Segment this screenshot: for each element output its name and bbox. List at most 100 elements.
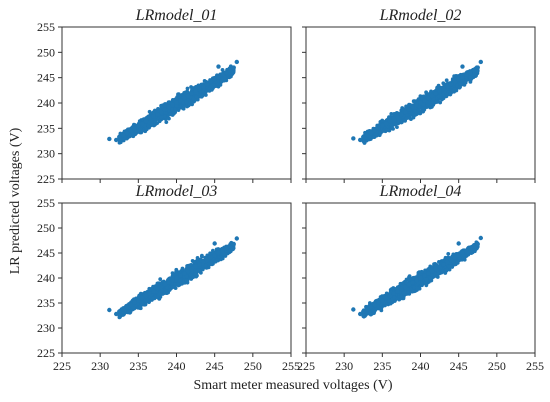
- y-tick-label: 235: [37, 121, 55, 135]
- x-tick-label: 250: [244, 359, 262, 373]
- scatter-point: [144, 126, 149, 131]
- scatter-point: [155, 281, 160, 286]
- scatter-point: [414, 102, 419, 108]
- scatter-point: [219, 79, 224, 84]
- scatter-point: [159, 284, 164, 290]
- scatter-point: [410, 104, 416, 110]
- scatter-point: [128, 302, 133, 308]
- scatter-point: [177, 94, 182, 99]
- scatter-point: [421, 102, 426, 107]
- scatter-point: [231, 65, 236, 70]
- scatter-point: [147, 109, 152, 114]
- scatter-point: [185, 268, 191, 274]
- scatter-point: [178, 278, 182, 283]
- scatter-point: [170, 102, 175, 108]
- scatter-point: [162, 107, 168, 112]
- scatter-point: [351, 136, 356, 141]
- scatter-point: [124, 130, 130, 136]
- scatter-point: [471, 67, 477, 73]
- scatter-point: [159, 115, 164, 120]
- scatter-point: [413, 109, 418, 113]
- x-tick-label: 230: [91, 359, 109, 373]
- x-tick-label: 245: [206, 359, 224, 373]
- scatter-point: [138, 128, 142, 133]
- scatter-point: [399, 111, 404, 117]
- scatter-point: [170, 285, 175, 290]
- panel-title: LRmodel_04: [379, 183, 462, 200]
- scatter-point: [406, 107, 412, 112]
- x-tick-label: 240: [168, 359, 186, 373]
- scatter-point: [209, 260, 214, 265]
- scatter-point: [391, 116, 396, 121]
- scatter-point: [170, 271, 175, 276]
- x-tick-label: 255: [282, 359, 300, 373]
- scatter-point: [185, 86, 190, 91]
- scatter-point: [124, 304, 130, 310]
- scatter-point: [440, 92, 445, 97]
- scatter-point: [131, 305, 136, 310]
- scatter-point: [194, 95, 199, 99]
- scatter-point: [136, 298, 141, 303]
- scatter-point: [191, 96, 196, 101]
- scatter-point: [405, 113, 410, 118]
- scatter-point: [452, 79, 458, 84]
- scatter-point: [362, 141, 367, 145]
- scatter-point: [468, 75, 473, 80]
- scatter-point: [208, 79, 214, 84]
- scatter-point: [219, 257, 223, 262]
- scatter-point: [441, 86, 446, 92]
- panel-title: LRmodel_03: [135, 183, 218, 200]
- scatter-point: [209, 87, 214, 92]
- scatter-point: [475, 65, 480, 70]
- scatter-point: [212, 253, 217, 258]
- scatter-point: [445, 92, 450, 97]
- scatter-point: [168, 287, 172, 292]
- scatter-point: [174, 100, 179, 105]
- point-cloud: [361, 240, 480, 319]
- scatter-point: [220, 68, 225, 72]
- scatter-point: [368, 130, 374, 136]
- x-tick-label: 245: [450, 359, 468, 373]
- scatter-point: [149, 122, 154, 127]
- scatter-point: [147, 116, 152, 121]
- scatter-point: [387, 119, 393, 124]
- scatter-point: [193, 264, 198, 269]
- scatter-point: [159, 288, 164, 293]
- scatter-point: [189, 91, 194, 96]
- scatter-point: [197, 268, 202, 273]
- scatter-point: [162, 103, 167, 108]
- y-axis-title: LR predicted voltages (V): [8, 127, 23, 274]
- y-tick-label: 230: [37, 147, 55, 161]
- scatter-point: [380, 118, 385, 123]
- scatter-point: [227, 67, 233, 73]
- scatter-point: [162, 114, 167, 119]
- scatter-point: [234, 236, 239, 241]
- scatter-point: [383, 121, 389, 126]
- scatter-point: [147, 120, 152, 125]
- scatter-point: [189, 266, 194, 272]
- x-tick-label: 250: [488, 359, 506, 373]
- scatter-point: [117, 315, 122, 320]
- scatter-point: [188, 99, 193, 104]
- scatter-point: [155, 286, 160, 292]
- scatter-point: [358, 137, 363, 143]
- x-tick-label: 235: [129, 359, 147, 373]
- scatter-point: [227, 244, 233, 249]
- scatter-point: [166, 104, 172, 110]
- scatter-point: [140, 302, 145, 307]
- scatter-point: [395, 114, 400, 119]
- y-tick-label: 250: [37, 221, 55, 235]
- scatter-point: [212, 76, 217, 82]
- y-tick-label: 240: [37, 271, 55, 285]
- scatter-point: [452, 87, 457, 92]
- scatter-point: [222, 77, 227, 82]
- scatter-point: [145, 299, 149, 303]
- scatter-point: [464, 72, 469, 77]
- scatter-point: [422, 98, 427, 103]
- scatter-point: [139, 295, 145, 301]
- scatter-point: [463, 80, 467, 85]
- scatter-point: [174, 275, 179, 281]
- scatter-point: [132, 126, 137, 131]
